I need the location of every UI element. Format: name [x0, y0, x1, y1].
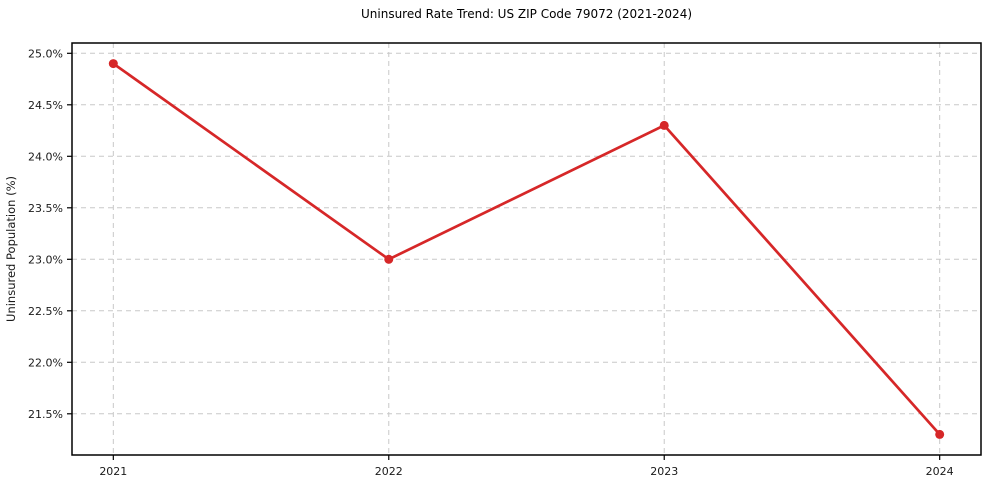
- y-tick-label: 25.0%: [28, 47, 63, 60]
- y-tick-label: 24.5%: [28, 99, 63, 112]
- y-tick-label: 21.5%: [28, 408, 63, 421]
- x-tick-label: 2022: [375, 465, 403, 478]
- y-tick-label: 22.0%: [28, 356, 63, 369]
- x-tick-label: 2024: [926, 465, 954, 478]
- y-tick-label: 24.0%: [28, 150, 63, 163]
- data-point: [659, 120, 669, 130]
- x-tick-label: 2023: [650, 465, 678, 478]
- data-point: [935, 429, 945, 439]
- data-point: [384, 254, 394, 264]
- chart-title: Uninsured Rate Trend: US ZIP Code 79072 …: [360, 7, 693, 21]
- data-line: [111, 62, 942, 436]
- y-axis-label: Uninsured Population (%): [4, 176, 18, 322]
- data-point: [108, 59, 118, 69]
- y-tick-label: 23.5%: [28, 202, 63, 215]
- y-tick-label: 23.0%: [28, 253, 63, 266]
- plot-border: [71, 42, 982, 456]
- y-tick-label: 22.5%: [28, 305, 63, 318]
- x-tick-label: 2021: [99, 465, 127, 478]
